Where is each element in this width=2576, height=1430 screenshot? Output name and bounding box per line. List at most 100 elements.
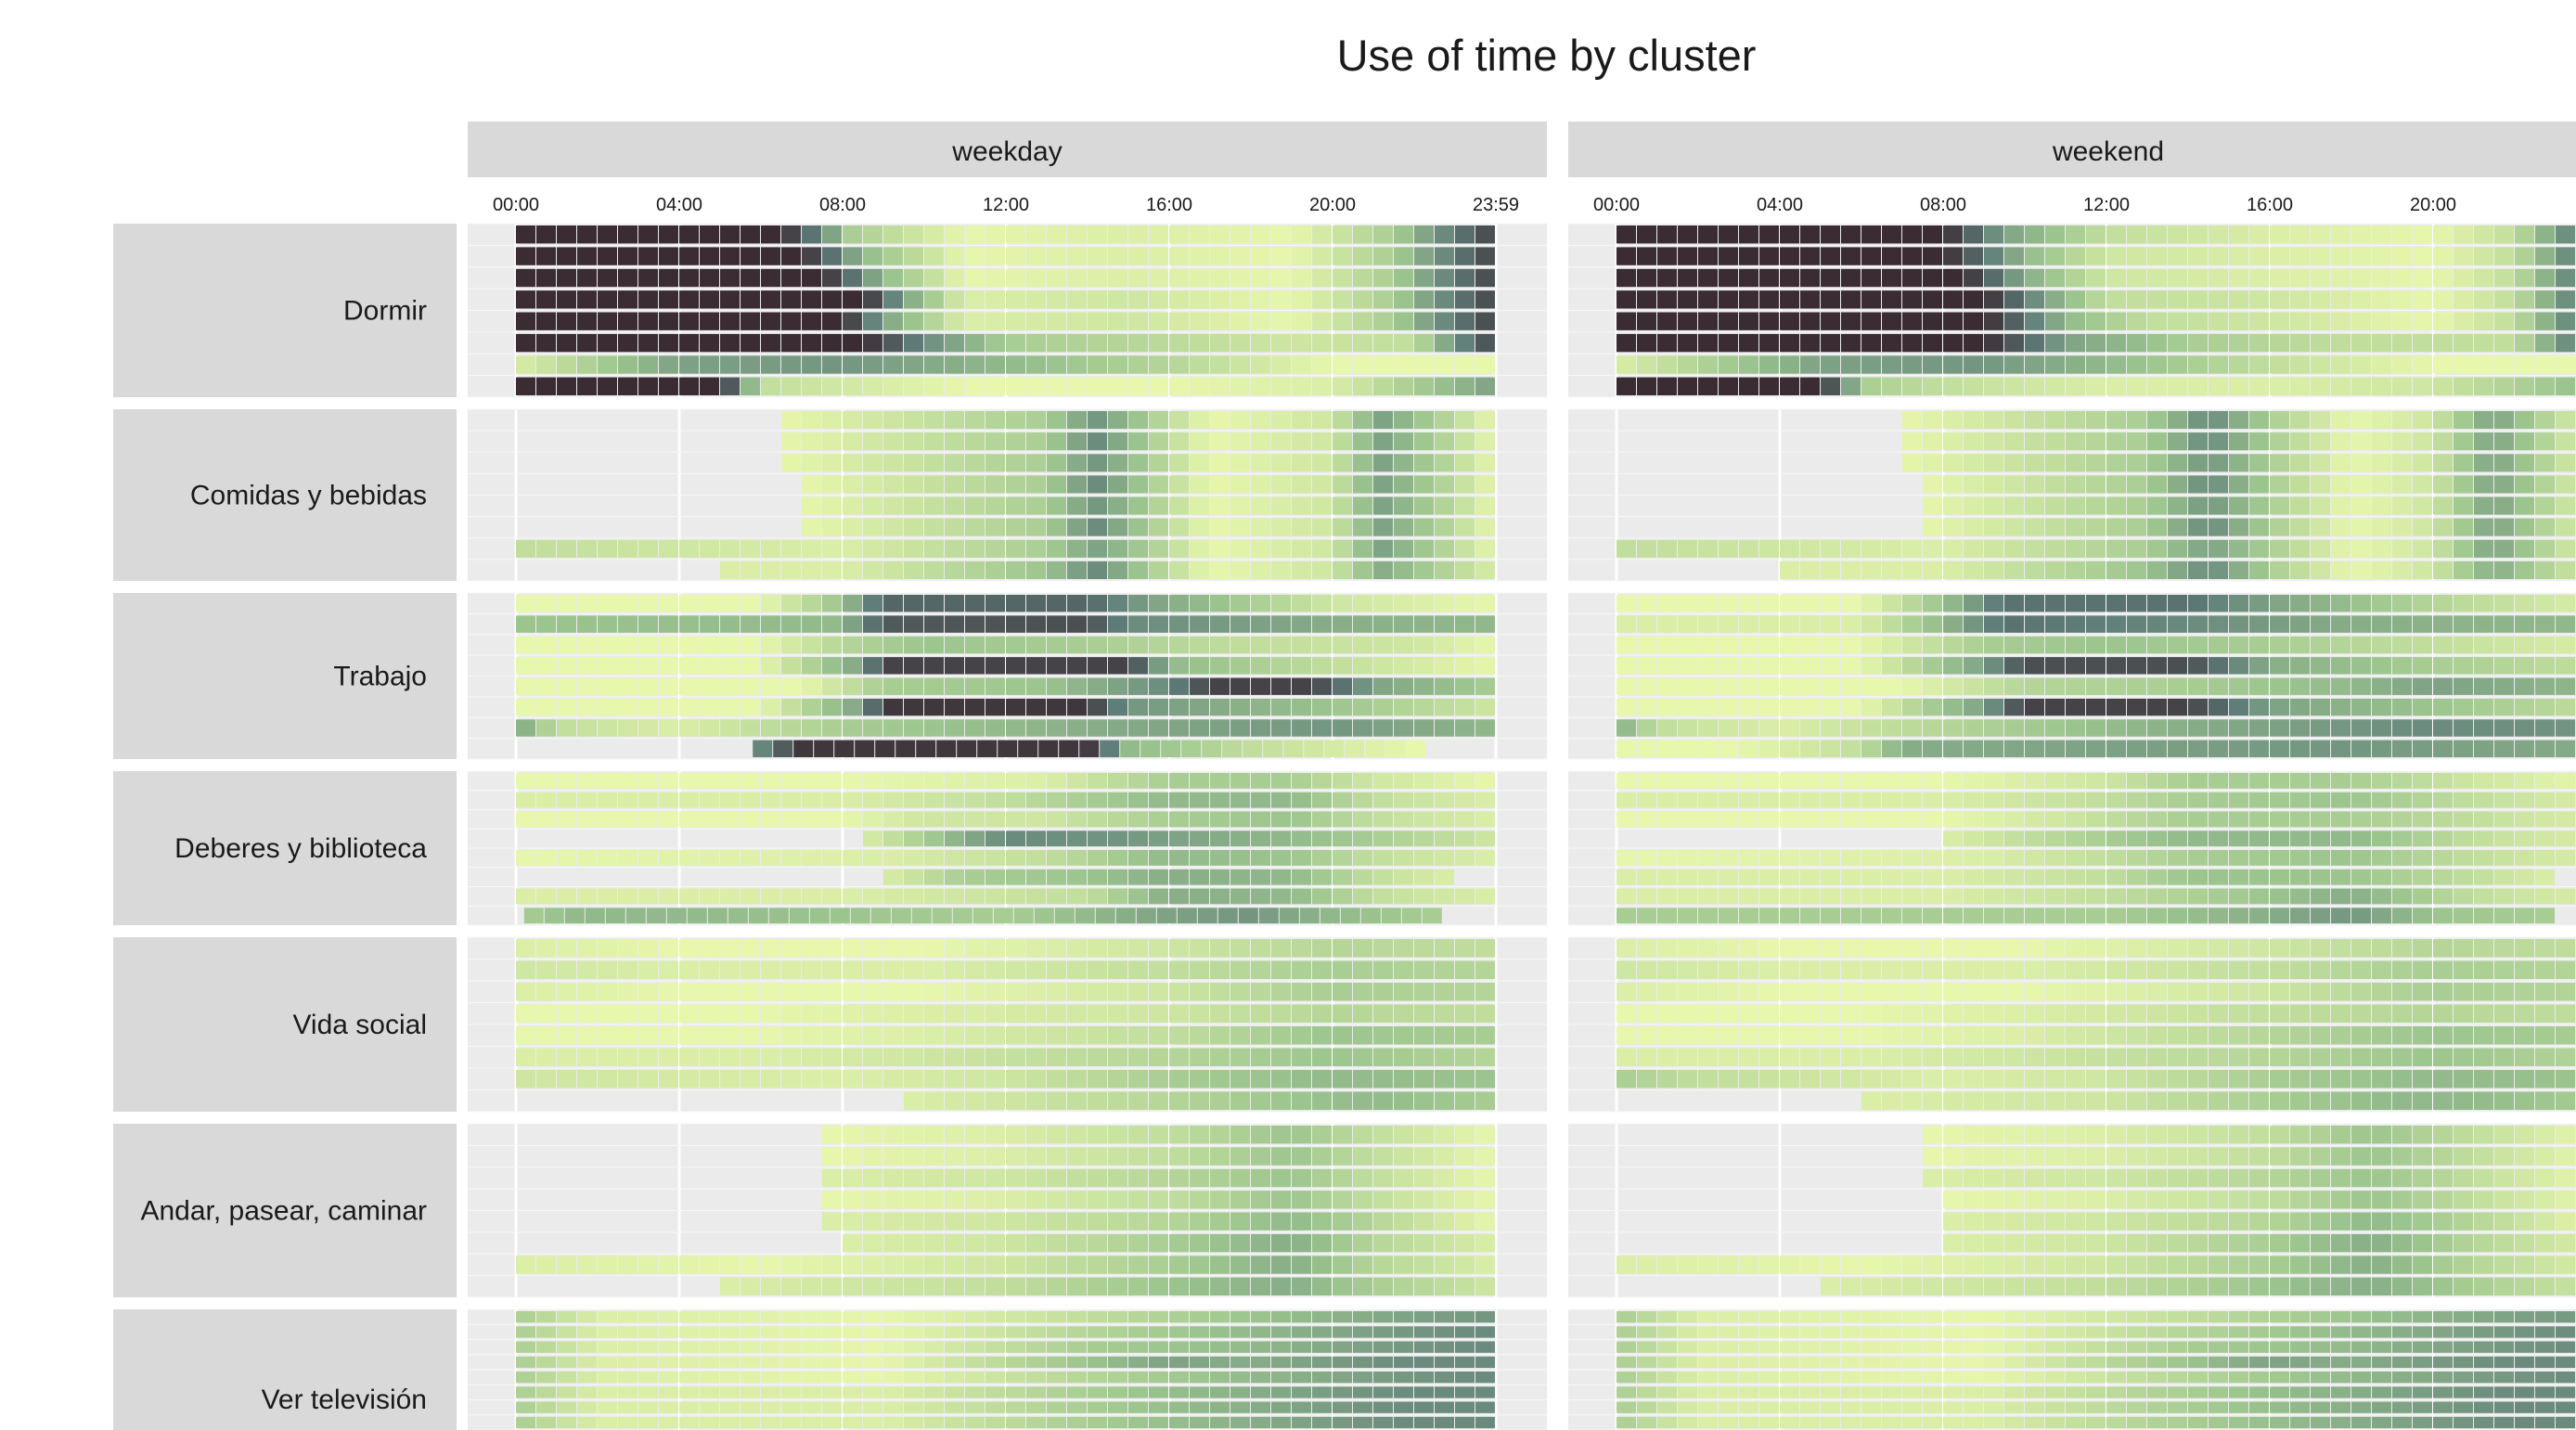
heat-cell [2209,1233,2228,1253]
heat-cell [741,657,760,675]
heat-cell [1047,1191,1066,1209]
heat-cell [1923,225,1942,244]
heat-cell [2474,1191,2493,1209]
heat-cell [965,1386,985,1398]
heat-cell [1312,268,1332,288]
heat-cell [1821,1326,1840,1338]
heat-cell [1964,518,1983,536]
heat-cell [1475,850,1495,866]
heat-cell [1190,1326,1209,1338]
heat-cell [2127,1277,2146,1295]
heat-cell [1333,377,1352,395]
heat-cell [1455,1048,1475,1066]
heat-cell [2004,496,2024,515]
heat-cell [965,1416,985,1429]
heat-cell [2209,225,2228,244]
heat-cell [2086,1341,2106,1353]
heat-cell [2474,1212,2493,1230]
heat-cell [2331,939,2351,958]
heat-cell [2351,698,2371,716]
heat-cell [2413,831,2432,847]
heat-cell [1210,539,1230,558]
heat-cell [720,225,740,244]
heat-cell [618,1341,638,1353]
heat-cell [2454,657,2473,675]
heat-cell [1312,939,1332,958]
heat-cell [1373,1233,1393,1253]
heat-cell [2209,831,2228,847]
heat-cell [2004,869,2024,885]
heat-cell [1373,1091,1393,1110]
heat-cell [965,983,985,1001]
heat-cell [1841,908,1861,924]
heat-cell [1637,1256,1656,1274]
heat-cell [1169,1277,1189,1295]
heat-cell [557,1256,576,1274]
heat-cell [1292,1401,1311,1413]
heat-cell [1616,539,1636,558]
heat-cell [2392,636,2412,654]
heat-cell [2515,657,2534,675]
heat-cell [1923,247,1942,265]
heat-cell [2311,698,2330,716]
heat-cell [1271,1212,1291,1230]
heat-cell [2106,1048,2126,1066]
heat-cell [2474,869,2493,885]
heat-cell [598,355,617,374]
heat-cell [577,888,597,905]
heat-cell [679,615,699,633]
heat-cell [2188,850,2208,866]
heat-cell [2106,850,2126,866]
heat-cell [1067,496,1087,515]
heat-cell [1047,454,1066,472]
heat-cell [1414,539,1434,558]
heat-cell [781,636,801,654]
heat-cell [1902,615,1922,633]
facet-strips: weekday weekend [468,122,2576,177]
heat-cell [1394,268,1413,288]
heat-cell [1657,225,1677,244]
heat-cell [1902,983,1922,1001]
heat-cell [822,1004,842,1023]
heat-cell [1841,1386,1861,1398]
heat-cell [700,312,719,330]
heat-cell [1333,1256,1352,1274]
heat-cell [523,908,544,924]
heat-cell [2535,1070,2555,1089]
heat-cell [2086,677,2106,695]
heat-cell [2147,560,2167,579]
heat-cell [2515,740,2534,757]
heat-cell [2086,1004,2106,1023]
heat-cell [2086,454,2106,472]
heat-cell [761,247,780,265]
heat-cell [1088,333,1107,353]
heat-cell [2392,1191,2412,1209]
heat-cell [1943,1386,1963,1398]
heat-cell [2311,850,2330,866]
heat-cell [843,225,862,244]
heat-cell [2331,454,2351,472]
heat-cell [781,225,801,244]
heat-cell [1861,595,1881,612]
heat-cell [1394,1070,1413,1089]
heat-cell [2433,1091,2453,1110]
heat-cell [1088,983,1107,1001]
heat-cell [2454,740,2473,757]
heat-cell [2515,1372,2534,1384]
heat-cell [2290,908,2310,924]
heat-cell [1616,247,1636,265]
heat-cell [1422,908,1442,924]
heat-cell [945,539,964,558]
heat-cell [1861,1091,1881,1110]
heat-cell [1373,1401,1393,1413]
heat-cell [2025,1326,2044,1338]
heat-cell [2025,698,2044,716]
heat-cell [1251,960,1270,979]
heat-cell [802,773,821,789]
heat-cell [863,355,882,374]
heat-cell [1964,1147,1983,1166]
heat-cell [598,677,617,695]
heat-cell [2249,908,2269,924]
heat-cell [2494,939,2514,958]
heat-cell [2556,1070,2575,1089]
